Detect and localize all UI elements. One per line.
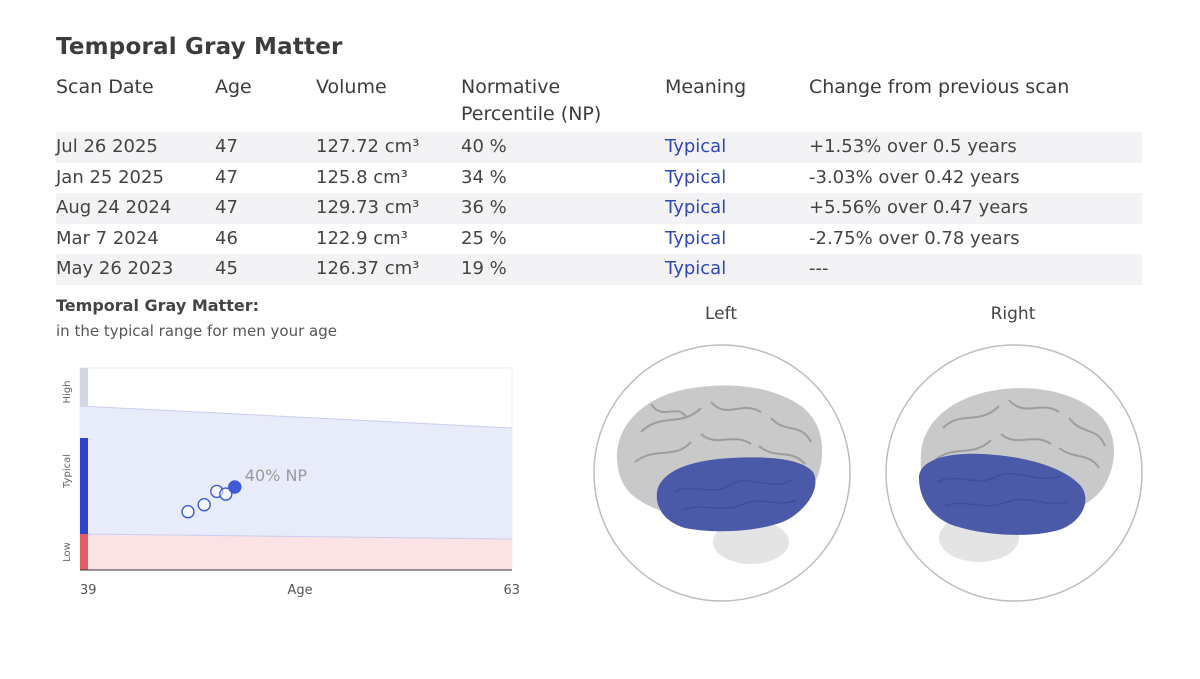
cell-age: 47 bbox=[215, 132, 316, 163]
previous-scan-point[interactable] bbox=[197, 497, 211, 512]
summary-description: in the typical range for men your age bbox=[56, 322, 337, 340]
cell-volume: 122.9 cm³ bbox=[316, 227, 408, 249]
cell-change: +1.53% over 0.5 years bbox=[809, 132, 1142, 163]
current-scan-point[interactable] bbox=[228, 480, 242, 494]
cell-np: 36 % bbox=[461, 193, 665, 224]
cell-np: 25 % bbox=[461, 227, 507, 249]
previous-scan-point[interactable] bbox=[219, 487, 233, 501]
scan-table: Scan Date Age Volume Normative Percentil… bbox=[56, 72, 1142, 285]
table-row: Aug 24 2024 47 129.73 cm³ 36 % Typical +… bbox=[56, 193, 1142, 224]
cell-volume: 125.8 cm³ bbox=[316, 166, 408, 188]
cell-date: Mar 7 2024 bbox=[56, 227, 159, 249]
low-bar bbox=[80, 534, 88, 570]
cell-date: May 26 2023 bbox=[56, 254, 215, 285]
band-label-typical: Typical bbox=[62, 454, 73, 489]
cell-change: -2.75% over 0.78 years bbox=[809, 227, 1020, 249]
header-scan-date: Scan Date bbox=[56, 76, 154, 98]
left-brain-label: Left bbox=[705, 304, 737, 324]
band-upper-line bbox=[79, 405, 513, 429]
table-row: Mar 7 2024 46 122.9 cm³ 25 % Typical -2.… bbox=[56, 224, 1142, 255]
percentile-chart: High Typical Low 40% NP 39 Age 63 bbox=[62, 367, 520, 598]
cell-change: +5.56% over 0.47 years bbox=[809, 193, 1142, 224]
table-row: Jan 25 2025 47 125.8 cm³ 34 % Typical -3… bbox=[56, 163, 1142, 194]
band-label-low: Low bbox=[62, 542, 73, 562]
high-bar bbox=[80, 368, 88, 406]
cell-np: 19 % bbox=[461, 254, 665, 285]
cell-volume: 127.72 cm³ bbox=[316, 132, 461, 163]
cell-meaning-link[interactable]: Typical bbox=[665, 132, 809, 163]
table-row: May 26 2023 45 126.37 cm³ 19 % Typical -… bbox=[56, 254, 1142, 285]
table-header-row: Scan Date Age Volume Normative Percentil… bbox=[56, 72, 1142, 132]
table-row: Jul 26 2025 47 127.72 cm³ 40 % Typical +… bbox=[56, 132, 1142, 163]
x-tick-label-min: 39 bbox=[80, 583, 97, 598]
cell-date: Jan 25 2025 bbox=[56, 166, 164, 188]
cell-np: 40 % bbox=[461, 132, 665, 163]
cell-volume: 126.37 cm³ bbox=[316, 254, 461, 285]
left-temporal-highlight bbox=[656, 457, 816, 532]
right-temporal-texture bbox=[936, 472, 1068, 507]
header-age: Age bbox=[215, 76, 252, 98]
right-temporal-highlight bbox=[919, 453, 1086, 535]
page-title: Temporal Gray Matter bbox=[56, 34, 343, 60]
x-tick-label-max: 63 bbox=[503, 583, 520, 598]
header-volume: Volume bbox=[316, 76, 387, 98]
left-brain-folds bbox=[634, 401, 812, 465]
cell-change: -3.03% over 0.42 years bbox=[809, 166, 1020, 188]
cell-change: --- bbox=[809, 254, 1142, 285]
cell-date: Aug 24 2024 bbox=[56, 193, 215, 224]
low-band bbox=[80, 534, 512, 570]
points-layer bbox=[181, 480, 242, 519]
cell-np: 34 % bbox=[461, 166, 507, 188]
x-axis-label: Age bbox=[287, 583, 312, 598]
cell-age: 46 bbox=[215, 227, 238, 249]
cell-meaning-link[interactable]: Typical bbox=[665, 254, 809, 285]
cell-meaning-link[interactable]: Typical bbox=[665, 227, 727, 249]
right-brain-label: Right bbox=[990, 304, 1036, 324]
summary-heading: Temporal Gray Matter: bbox=[56, 296, 259, 315]
left-hemisphere-view bbox=[593, 344, 851, 602]
cell-meaning-link[interactable]: Typical bbox=[665, 166, 727, 188]
cell-volume: 129.73 cm³ bbox=[316, 193, 461, 224]
right-hemisphere-view bbox=[885, 344, 1143, 602]
cell-age: 47 bbox=[215, 193, 316, 224]
typical-bar bbox=[80, 438, 88, 534]
cell-age: 47 bbox=[215, 166, 238, 188]
header-change: Change from previous scan bbox=[809, 76, 1070, 98]
band-label-high: High bbox=[62, 381, 73, 404]
right-brain-folds bbox=[934, 399, 1106, 469]
current-np-label: 40% NP bbox=[245, 466, 308, 485]
cell-meaning-link[interactable]: Typical bbox=[665, 193, 809, 224]
left-temporal-texture bbox=[674, 479, 798, 511]
header-meaning: Meaning bbox=[665, 76, 747, 98]
previous-scan-point[interactable] bbox=[181, 504, 195, 519]
cell-date: Jul 26 2025 bbox=[56, 132, 215, 163]
header-np: Normative Percentile (NP) bbox=[461, 76, 602, 125]
cell-age: 45 bbox=[215, 254, 316, 285]
band-lower-line bbox=[79, 533, 513, 540]
